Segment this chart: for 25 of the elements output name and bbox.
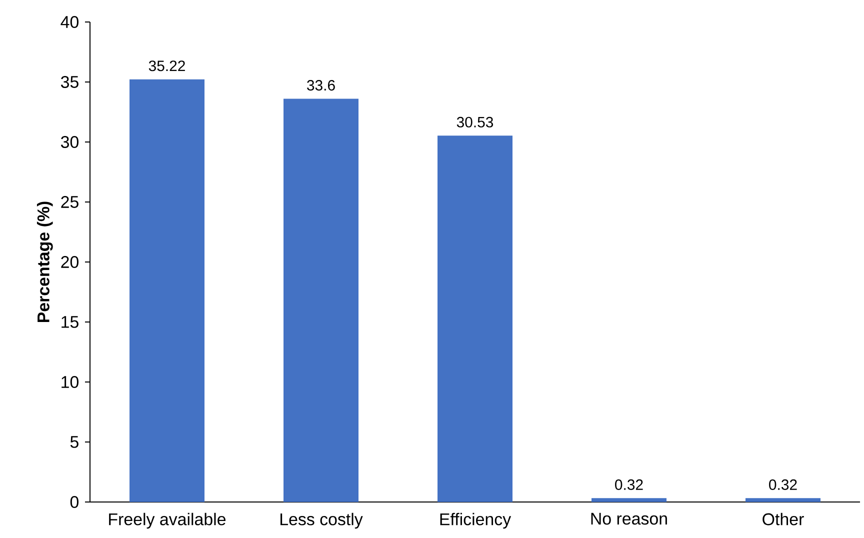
data-label: 0.32	[769, 479, 797, 490]
bar	[130, 79, 204, 502]
x-tick-label: No reason	[591, 512, 667, 525]
y-tick-label: 40	[60, 16, 78, 28]
x-tick-label: Less costly	[280, 512, 363, 529]
data-label: 33.6	[307, 80, 335, 91]
y-tick-label: 35	[60, 76, 78, 88]
y-tick-label: 5	[70, 436, 78, 448]
x-tick-label: Other	[762, 512, 804, 526]
x-tick-label: Efficiency	[440, 512, 512, 529]
y-tick-label: 30	[60, 136, 78, 148]
data-label: 30.53	[456, 116, 494, 128]
data-label: 35.22	[148, 60, 185, 72]
data-label: 0.32	[615, 479, 643, 490]
bar	[746, 498, 821, 502]
y-axis-title: Percentage (%)	[36, 202, 53, 322]
bar	[284, 98, 358, 502]
bar	[592, 498, 667, 502]
y-tick-label: 20	[61, 256, 78, 268]
y-tick-label: 0	[70, 496, 78, 508]
x-tick-label: Freely available	[109, 512, 226, 529]
y-tick-label: 15	[62, 316, 78, 328]
y-tick-label: 10	[62, 376, 78, 388]
y-tick-label: 25	[61, 196, 78, 208]
bar	[438, 136, 513, 502]
